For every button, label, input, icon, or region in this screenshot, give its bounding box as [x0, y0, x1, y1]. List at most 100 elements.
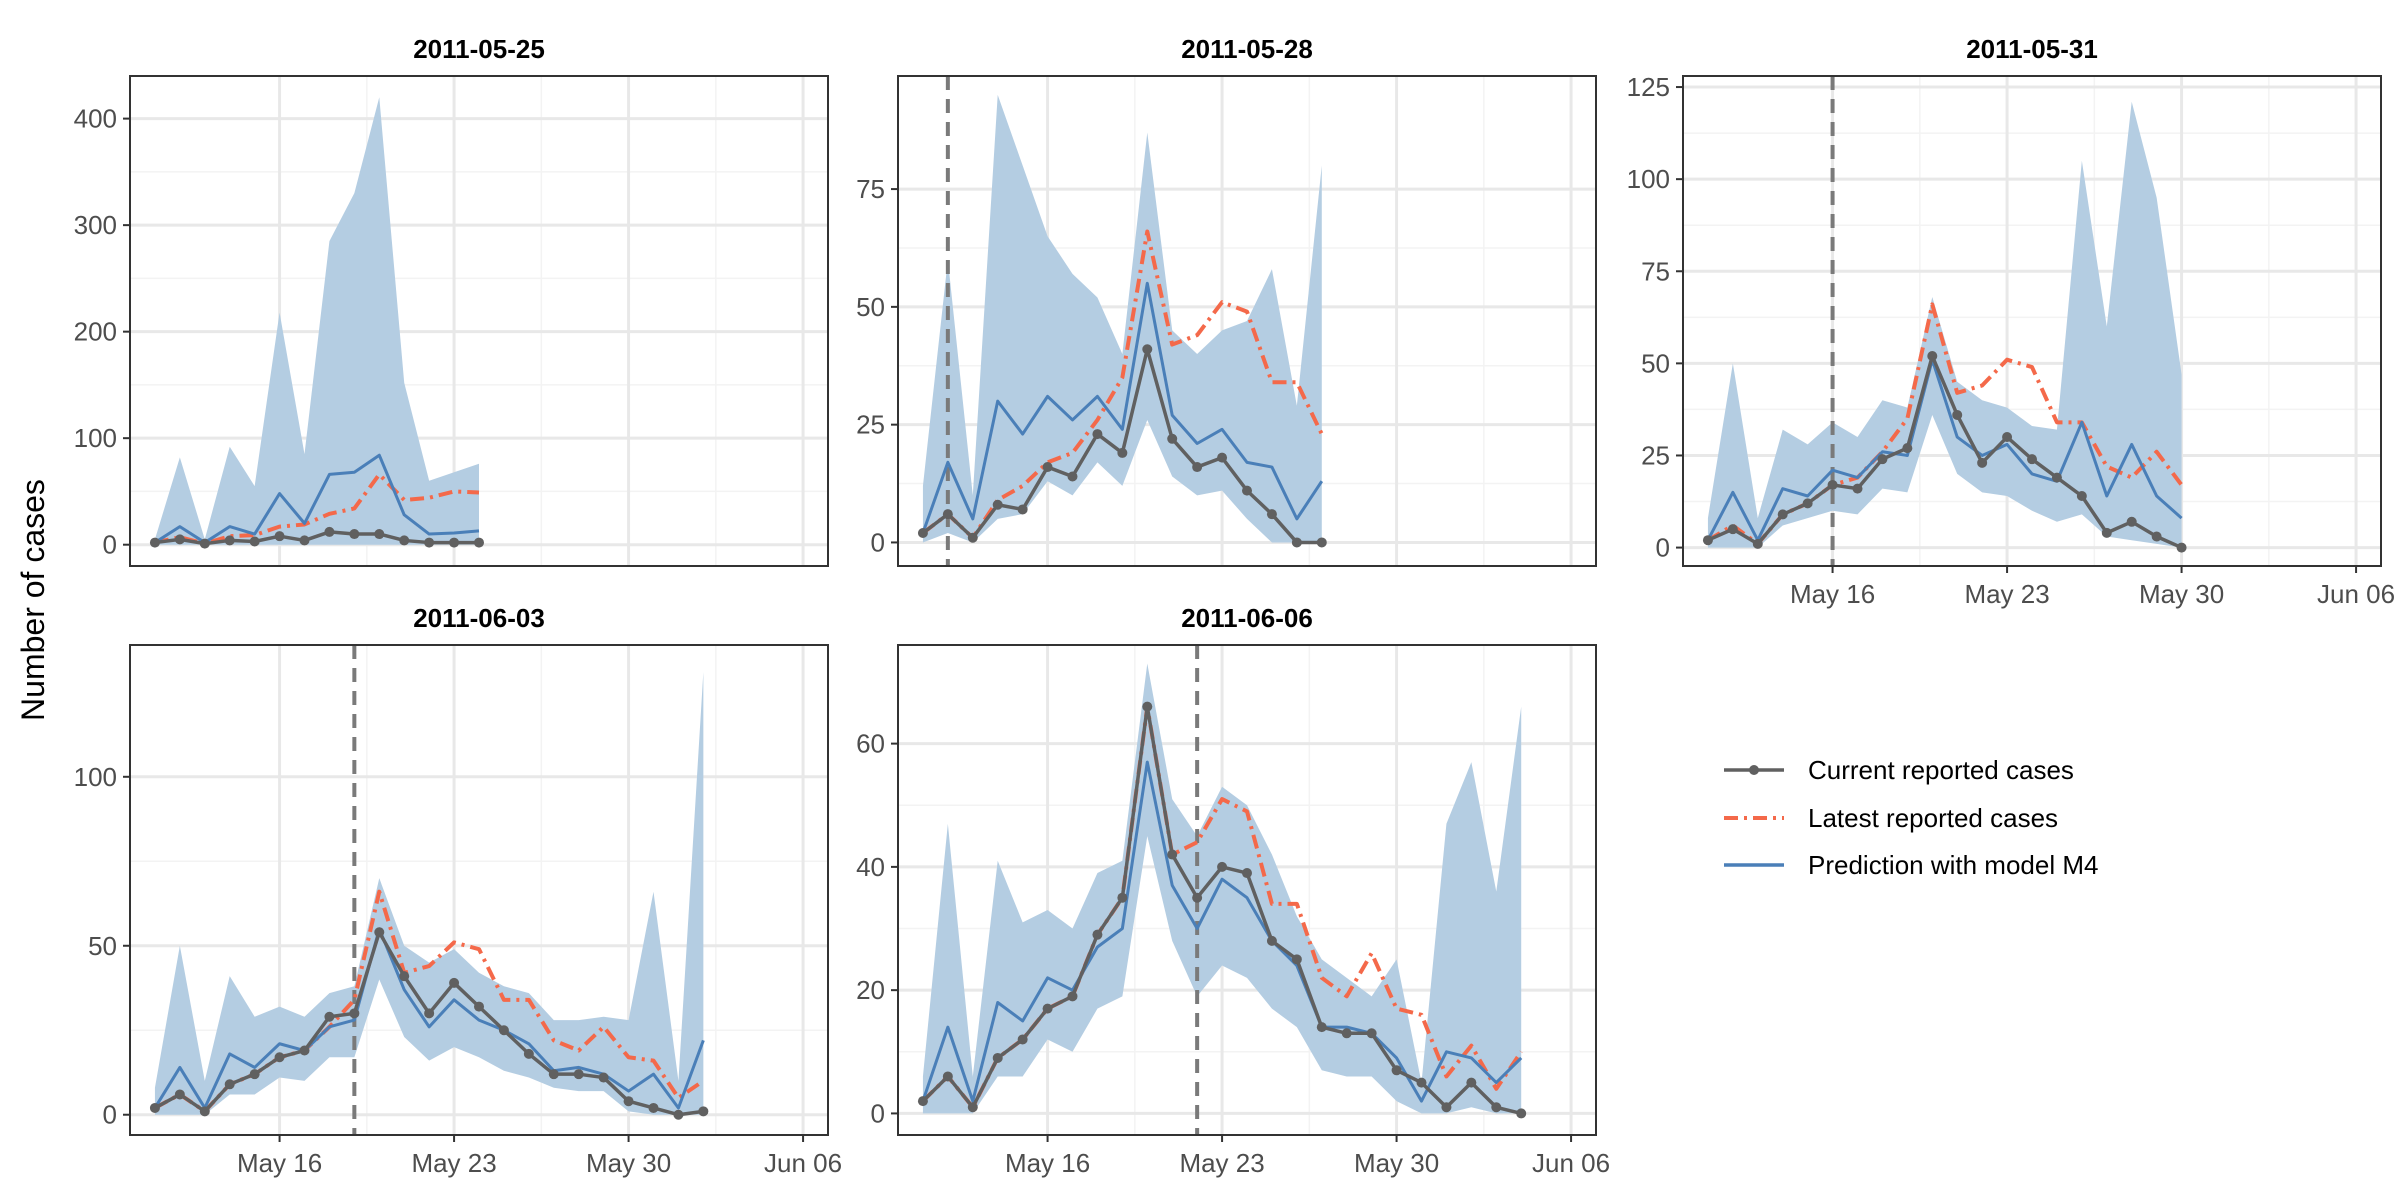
current-reported-point — [1192, 892, 1203, 903]
current-reported-point — [1042, 1003, 1053, 1014]
current-reported-point — [424, 537, 435, 548]
current-reported-point — [1341, 1028, 1352, 1039]
panels-layer: 2011-05-2501002003004002011-05-280255075… — [74, 34, 2396, 1178]
y-tick-label: 0 — [1656, 533, 1670, 563]
current-reported-point — [299, 1045, 310, 1056]
panel-title: 2011-05-25 — [413, 34, 545, 64]
latest-reported-line — [153, 889, 705, 1114]
panel-border — [1682, 75, 2382, 567]
current-reported-point — [1391, 1065, 1402, 1076]
y-tick-label: 125 — [1627, 72, 1670, 102]
current-reported-point — [1366, 1028, 1377, 1039]
panel-2011-05-28: 2011-05-28 0 25 50 75 — [856, 34, 1597, 567]
current-reported-point — [2076, 491, 2087, 501]
current-reported-point — [648, 1102, 659, 1113]
current-reported-point — [399, 535, 410, 546]
current-reported-point — [1952, 409, 1963, 420]
current-reported-point — [2101, 527, 2112, 538]
current-reported-point — [399, 971, 410, 982]
current-reported-point — [1092, 929, 1103, 940]
current-reported-point — [967, 1102, 978, 1113]
legend-item-prediction: Prediction with model M4 — [1724, 850, 2098, 880]
current-reported-point — [1802, 498, 1813, 509]
panel-border — [897, 75, 1597, 567]
current-reported-point — [1217, 452, 1228, 463]
current-reported-point — [474, 1001, 484, 1012]
current-reported-point — [449, 977, 460, 988]
y-tick-label: 200 — [74, 317, 117, 347]
x-tick-label: May 30 — [1354, 1148, 1439, 1178]
current-reported-point — [917, 1096, 928, 1107]
current-reported-point — [199, 1106, 210, 1117]
current-reported-point — [1902, 443, 1913, 454]
legend: Current reported cases Latest reported c… — [1724, 755, 2098, 880]
current-reported-point — [1752, 538, 1763, 549]
y-tick-label: 0 — [871, 1098, 885, 1128]
legend-label-latest: Latest reported cases — [1808, 803, 2058, 833]
current-reported-point — [942, 1071, 953, 1082]
current-reported-point — [1927, 351, 1938, 361]
panel-2011-05-31: 2011-05-31 0 25 50 75 100 125 May 16 May 23 May 3… — [1627, 34, 2396, 609]
panel-border — [129, 644, 829, 1136]
current-reported-point — [274, 1052, 285, 1063]
latest-reported-line — [921, 229, 1324, 540]
current-reported-point — [1291, 954, 1302, 965]
x-tick-label: May 30 — [2139, 579, 2224, 609]
current-reported-point — [224, 1079, 235, 1090]
y-tick-label: 100 — [1627, 164, 1670, 194]
y-tick-label: 20 — [856, 975, 885, 1005]
current-reported-point — [149, 1102, 160, 1113]
y-tick-label: 0 — [103, 530, 117, 560]
y-tick-label: 40 — [856, 852, 885, 882]
prediction-line — [1706, 358, 2183, 542]
current-reported-point — [424, 1008, 435, 1019]
x-tick-label: May 16 — [237, 1148, 322, 1178]
current-reported-point — [967, 532, 978, 543]
current-reported-point — [992, 499, 1003, 510]
current-reported-point — [1316, 1022, 1327, 1033]
panel-title: 2011-06-03 — [413, 603, 545, 633]
current-reported-point — [249, 1069, 260, 1080]
current-reported-point — [374, 927, 385, 938]
current-reported-point — [1142, 344, 1153, 355]
panel-title: 2011-05-28 — [1181, 34, 1313, 64]
x-tick-label: May 23 — [1179, 1148, 1264, 1178]
y-tick-label: 75 — [1641, 256, 1670, 286]
current-reported-point — [1167, 433, 1178, 444]
current-reported-point — [698, 1106, 709, 1117]
x-tick-label: May 23 — [411, 1148, 496, 1178]
y-axis-label: Number of cases — [15, 479, 51, 721]
current-reported-point — [274, 531, 285, 542]
current-reported-point — [1117, 447, 1128, 458]
current-reported-point — [449, 537, 460, 548]
current-reported-point — [1017, 1034, 1028, 1045]
y-tick-label: 60 — [856, 729, 885, 759]
panel-border — [129, 75, 829, 567]
y-tick-label: 300 — [74, 210, 117, 240]
y-tick-label: 0 — [871, 527, 885, 557]
current-reported-point — [1092, 429, 1103, 440]
panel-border — [897, 644, 1597, 1136]
legend-label-prediction: Prediction with model M4 — [1808, 850, 2098, 880]
y-tick-label: 100 — [74, 423, 117, 453]
current-reported-point — [1117, 892, 1128, 903]
x-tick-label: Jun 06 — [2317, 579, 2395, 609]
current-reported-point — [2002, 432, 2013, 443]
current-reported-point — [1217, 861, 1228, 872]
legend-item-latest: Latest reported cases — [1724, 803, 2058, 833]
current-reported-point — [673, 1109, 684, 1120]
x-tick-label: May 30 — [586, 1148, 671, 1178]
current-reported-point — [249, 536, 260, 547]
current-reported-point — [1266, 509, 1277, 520]
x-tick-label: Jun 06 — [764, 1148, 842, 1178]
x-tick-label: May 16 — [1005, 1148, 1090, 1178]
current-reported-point — [1316, 537, 1327, 548]
current-reported-point — [2027, 454, 2037, 465]
current-reported-point — [1702, 535, 1713, 546]
current-reported-point — [1192, 462, 1203, 473]
current-reported-point — [1067, 991, 1078, 1002]
y-tick-label: 50 — [856, 292, 885, 322]
current-reported-point — [1142, 701, 1153, 712]
current-reported-point — [1827, 479, 1838, 490]
current-reported-point — [174, 534, 185, 545]
